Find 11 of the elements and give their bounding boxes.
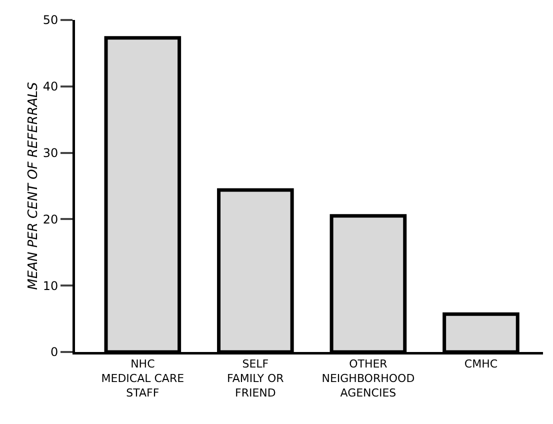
x-tick-label: SELF FAMILY OR FRIEND	[227, 358, 284, 400]
y-tick-label: 30	[42, 146, 58, 160]
y-tick-label: 10	[42, 278, 58, 293]
x-tick-label: OTHER NEIGHBORHOOD AGENCIES	[322, 358, 415, 400]
x-tick-label: NHC MEDICAL CARE STAFF	[101, 358, 184, 400]
y-tick-label: 40	[42, 80, 58, 94]
y-axis-title: MEAN PER CENT OF REFERRALS	[26, 82, 41, 290]
y-tick-label: 0	[50, 345, 58, 360]
x-tick-label: CMHC	[464, 358, 498, 371]
y-tick-label: 20	[42, 212, 58, 226]
y-tick-label: 50	[42, 13, 58, 28]
